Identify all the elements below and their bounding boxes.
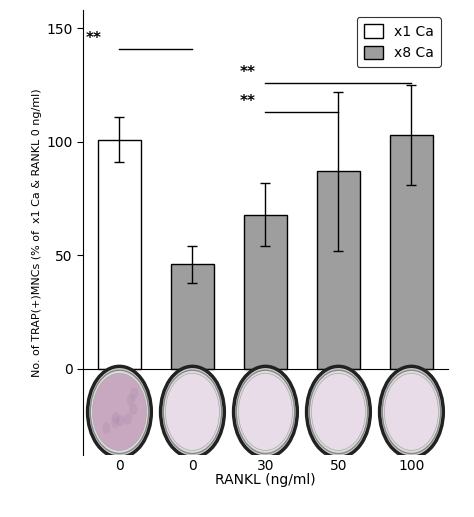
Text: 30: 30 — [257, 460, 274, 474]
Ellipse shape — [121, 391, 129, 403]
Ellipse shape — [307, 367, 370, 458]
Bar — [171, 264, 214, 369]
Ellipse shape — [238, 373, 292, 450]
Y-axis label: No. of TRAP(+)MNCs (% of  x1 Ca & RANKL 0 ng/ml): No. of TRAP(+)MNCs (% of x1 Ca & RANKL 0… — [32, 88, 42, 377]
Bar — [390, 135, 433, 369]
Ellipse shape — [236, 370, 295, 453]
Ellipse shape — [110, 404, 119, 415]
Text: 0: 0 — [115, 460, 124, 474]
Ellipse shape — [382, 370, 441, 453]
Text: 0: 0 — [188, 460, 197, 474]
Ellipse shape — [234, 367, 297, 458]
Text: RANKL (ng/ml): RANKL (ng/ml) — [215, 473, 316, 487]
Ellipse shape — [123, 418, 131, 429]
Legend: x1 Ca, x8 Ca: x1 Ca, x8 Ca — [356, 17, 441, 67]
Ellipse shape — [384, 373, 438, 450]
Bar — [98, 140, 141, 369]
Text: **: ** — [86, 31, 102, 45]
Ellipse shape — [122, 412, 130, 423]
Text: 50: 50 — [330, 460, 347, 474]
Text: **: ** — [239, 94, 255, 109]
Ellipse shape — [88, 367, 151, 458]
Ellipse shape — [111, 412, 119, 423]
Ellipse shape — [311, 373, 365, 450]
Ellipse shape — [90, 370, 149, 453]
Text: 100: 100 — [398, 460, 425, 474]
Ellipse shape — [380, 367, 443, 458]
Ellipse shape — [127, 416, 135, 428]
Ellipse shape — [92, 373, 146, 450]
Text: **: ** — [239, 65, 255, 80]
Ellipse shape — [309, 370, 368, 453]
Bar — [317, 172, 360, 369]
Bar — [244, 215, 287, 369]
Ellipse shape — [165, 373, 219, 450]
Ellipse shape — [163, 370, 222, 453]
Ellipse shape — [125, 402, 133, 414]
Ellipse shape — [104, 412, 112, 423]
Ellipse shape — [161, 367, 224, 458]
